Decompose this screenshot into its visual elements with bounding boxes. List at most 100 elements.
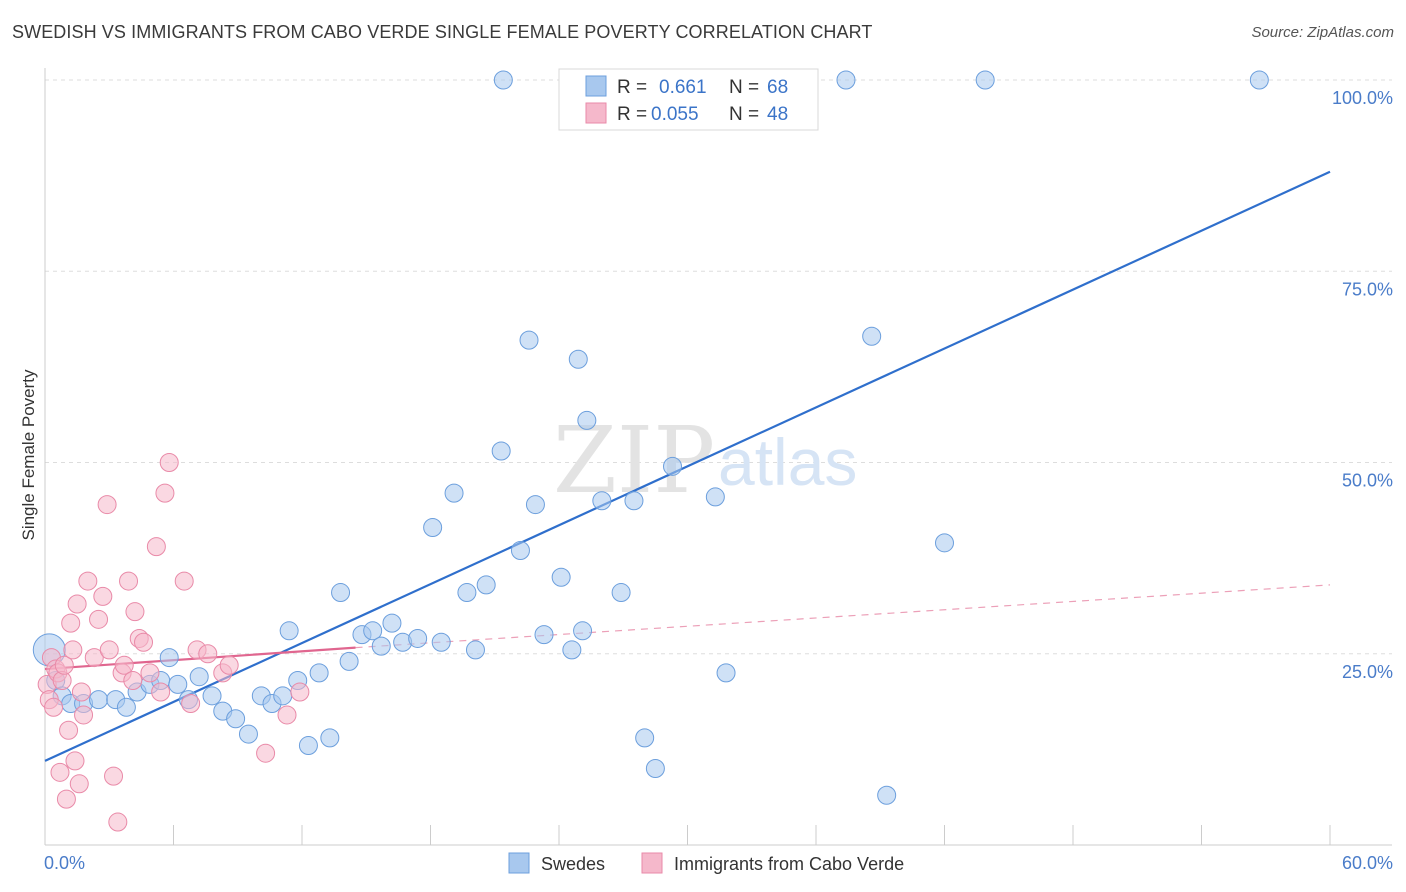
cabo-verde-point bbox=[65, 751, 85, 771]
cabo-verde-point bbox=[54, 655, 74, 675]
swedes-point bbox=[645, 759, 665, 778]
legend-swatch-cabo-verde bbox=[585, 102, 607, 124]
swedes-trend-line bbox=[44, 170, 1331, 762]
cabo-verde-point bbox=[61, 613, 81, 633]
legend-bottom-label-cabo-verde: Immigrants from Cabo Verde bbox=[674, 854, 904, 874]
swedes-point bbox=[705, 487, 725, 507]
cabo-verde-point bbox=[159, 453, 179, 472]
swedes-point bbox=[444, 483, 464, 503]
cabo-verde-point bbox=[125, 602, 145, 622]
cabo-verde-point bbox=[67, 594, 87, 614]
cabo-verde-point bbox=[151, 682, 171, 702]
swedes-point bbox=[273, 686, 293, 706]
swedes-point bbox=[465, 640, 485, 660]
swedes-point bbox=[298, 736, 318, 756]
cabo-verde-trend-extension bbox=[355, 584, 1331, 649]
source-label: Source: ZipAtlas.com bbox=[1251, 24, 1394, 41]
swedes-point bbox=[339, 651, 359, 671]
cabo-verde-point bbox=[69, 774, 89, 794]
swedes-point bbox=[519, 330, 539, 350]
swedes-point bbox=[935, 533, 954, 553]
x-tick-label: 0.0% bbox=[44, 853, 85, 873]
legend-r-value-swedes: 0.661 bbox=[659, 77, 707, 98]
swedes-point bbox=[663, 456, 683, 476]
trend-lines bbox=[44, 170, 1331, 762]
cabo-verde-point bbox=[114, 655, 134, 675]
cabo-verde-point bbox=[63, 640, 83, 660]
swedes-point bbox=[309, 663, 329, 683]
cabo-verde-point bbox=[93, 586, 113, 606]
cabo-verde-point bbox=[155, 483, 175, 503]
swedes-point bbox=[577, 410, 597, 430]
chart-title: SWEDISH VS IMMIGRANTS FROM CABO VERDE SI… bbox=[12, 22, 873, 42]
cabo-verde-point bbox=[108, 812, 128, 832]
swedes-point bbox=[624, 491, 644, 511]
swedes-point bbox=[836, 70, 856, 90]
y-tick-label: 50.0% bbox=[1342, 471, 1393, 491]
swedes-point bbox=[491, 441, 511, 461]
swedes-point bbox=[568, 349, 588, 369]
swedes-point bbox=[408, 628, 428, 648]
swedes-point bbox=[493, 70, 513, 90]
legend-bottom-swatch-cabo-verde bbox=[641, 852, 663, 874]
swedes-point bbox=[534, 625, 554, 645]
legend-r-value-cabo-verde: 0.055 bbox=[651, 104, 699, 125]
cabo-verde-point bbox=[198, 644, 218, 664]
swedes-point bbox=[382, 613, 402, 633]
swedes-point bbox=[363, 621, 383, 641]
x-tick-labels: 0.0% 60.0% bbox=[44, 853, 1393, 873]
y-axis-label: Single Female Poverty bbox=[19, 369, 38, 541]
cabo-verde-point bbox=[71, 682, 91, 702]
cabo-verde-point bbox=[134, 632, 154, 652]
swedes-point bbox=[189, 667, 209, 687]
cabo-verde-point bbox=[84, 648, 104, 668]
grid-lines bbox=[45, 79, 1392, 655]
legend-r-label-cabo-verde: R = bbox=[617, 104, 647, 125]
swedes-point bbox=[592, 491, 612, 511]
swedes-point bbox=[159, 648, 179, 668]
data-points bbox=[32, 70, 1269, 832]
swedes-point bbox=[1249, 70, 1269, 90]
swedes-point bbox=[331, 583, 351, 603]
swedes-point bbox=[371, 636, 391, 656]
swedes-point bbox=[476, 575, 496, 595]
legend-bottom-label-swedes: Swedes bbox=[541, 854, 605, 874]
cabo-verde-point bbox=[50, 762, 70, 782]
cabo-verde-point bbox=[119, 571, 139, 591]
swedes-point bbox=[635, 728, 655, 748]
legend-n-value-swedes: 68 bbox=[767, 77, 788, 98]
legend-top: R = 0.661 N = 68 R = 0.055 N = 48 bbox=[558, 68, 819, 131]
cabo-verde-point bbox=[123, 671, 143, 691]
swedes-point bbox=[168, 674, 188, 694]
swedes-point bbox=[525, 495, 545, 515]
cabo-verde-point bbox=[290, 682, 310, 702]
x-tick-label: 60.0% bbox=[1342, 853, 1393, 873]
swedes-point bbox=[716, 663, 736, 683]
cabo-verde-point bbox=[59, 720, 79, 740]
cabo-verde-point bbox=[74, 705, 94, 725]
cabo-verde-point bbox=[277, 705, 297, 725]
legend-n-label-cabo-verde: N = bbox=[729, 104, 759, 125]
watermark-atlas: atlas bbox=[718, 425, 857, 499]
legend-n-value-cabo-verde: 48 bbox=[767, 104, 788, 125]
cabo-verde-point bbox=[140, 663, 160, 683]
cabo-verde-point bbox=[256, 743, 276, 763]
y-tick-label: 25.0% bbox=[1342, 662, 1393, 682]
swedes-point bbox=[510, 540, 530, 560]
y-tick-label: 75.0% bbox=[1342, 279, 1393, 299]
axes bbox=[44, 68, 1392, 846]
swedes-point bbox=[551, 567, 571, 587]
swedes-point bbox=[877, 785, 897, 805]
swedes-point bbox=[238, 724, 258, 744]
swedes-point bbox=[89, 690, 109, 710]
swedes-point bbox=[975, 70, 995, 90]
swedes-point bbox=[226, 709, 246, 729]
legend-bottom-swatch-swedes bbox=[508, 852, 530, 874]
legend-n-label-swedes: N = bbox=[729, 77, 759, 98]
swedes-point bbox=[279, 621, 299, 641]
swedes-point bbox=[457, 583, 477, 603]
legend-swatch-swedes bbox=[585, 75, 607, 97]
legend-r-label-swedes: R = bbox=[617, 77, 647, 98]
cabo-verde-point bbox=[219, 655, 239, 675]
